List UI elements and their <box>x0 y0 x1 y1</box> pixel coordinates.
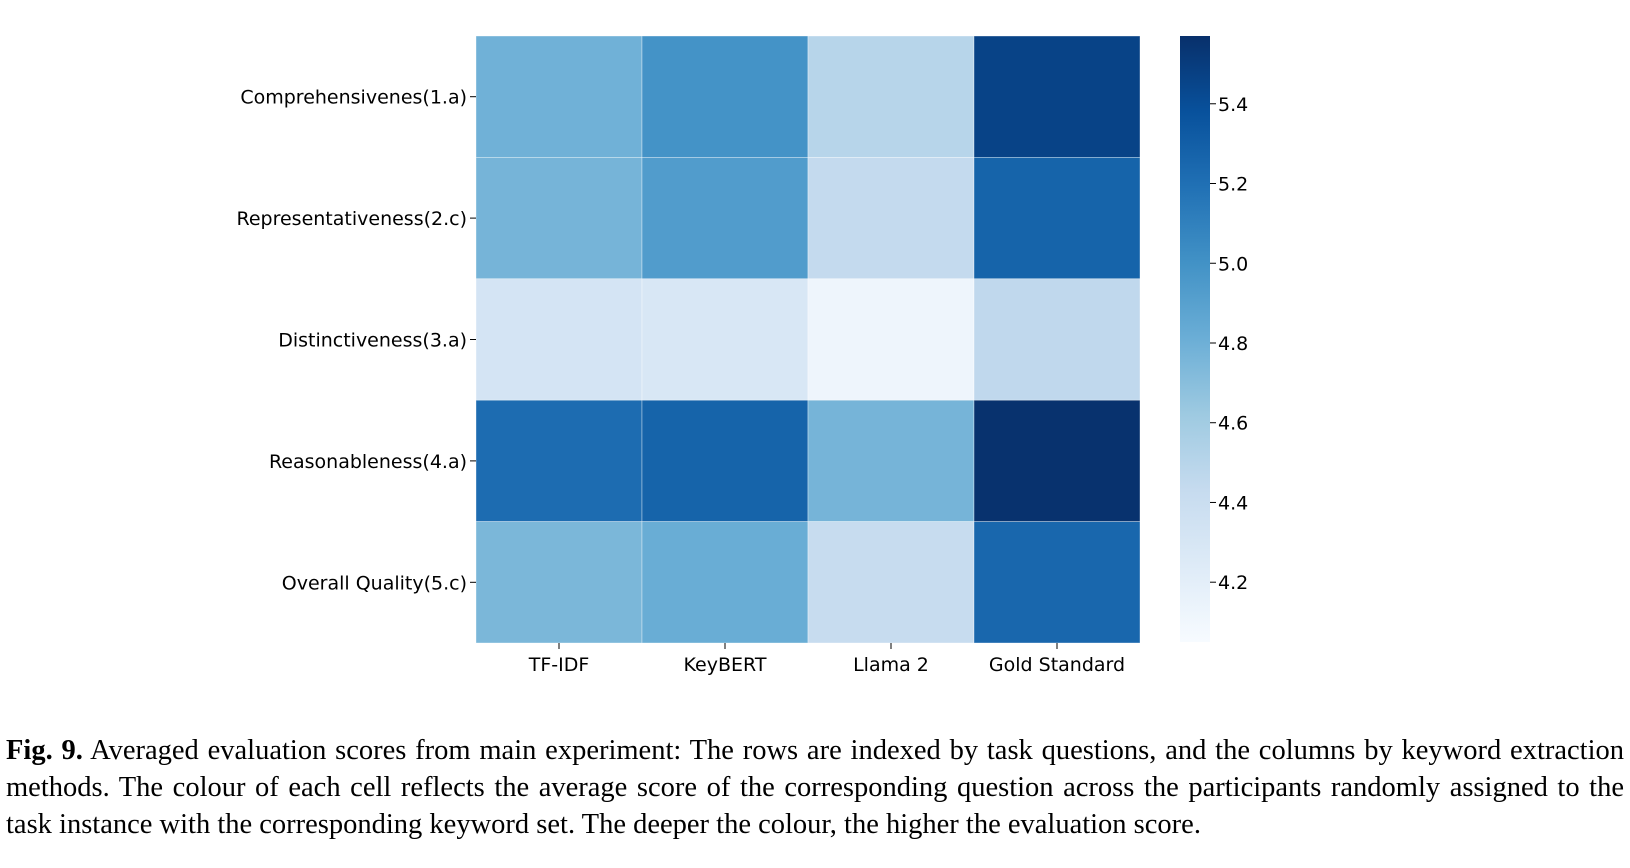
heatmap-cell <box>973 35 1141 158</box>
heatmap-cell <box>475 521 643 644</box>
heatmap-cell <box>807 35 975 158</box>
colorbar: 4.2 4.4 4.6 4.8 5.0 5.2 5.4 <box>1180 36 1248 642</box>
heatmap-cell <box>475 399 643 522</box>
column-label: Llama 2 <box>853 654 929 676</box>
column-label: KeyBERT <box>684 654 767 676</box>
heatmap-cell <box>973 399 1141 522</box>
row-label: Distinctiveness(3.a) <box>278 330 467 352</box>
colorbar-ticks: 4.2 4.4 4.6 4.8 5.0 5.2 5.4 <box>1210 94 1248 594</box>
heatmap-cell <box>475 278 643 401</box>
colorbar-tick-label: 4.8 <box>1218 333 1248 355</box>
row-label: Representativeness(2.c) <box>237 208 468 230</box>
heatmap-cell <box>641 521 809 644</box>
row-label: Overall Quality(5.c) <box>282 572 467 594</box>
heatmap-cells <box>475 35 1141 644</box>
heatmap-cell <box>807 521 975 644</box>
colorbar-tick-label: 4.4 <box>1218 492 1248 514</box>
heatmap-cell <box>641 157 809 280</box>
colorbar-tick-label: 4.6 <box>1218 413 1248 435</box>
heatmap-cell <box>973 521 1141 644</box>
row-label: Reasonableness(4.a) <box>269 451 467 473</box>
heatmap-cell <box>973 157 1141 280</box>
figure-caption: Fig. 9. Averaged evaluation scores from … <box>6 732 1624 843</box>
heatmap-cell <box>807 399 975 522</box>
heatmap-cell <box>641 35 809 158</box>
row-label: Comprehensivenes(1.a) <box>240 87 467 109</box>
caption-text: Averaged evaluation scores from main exp… <box>6 735 1624 840</box>
colorbar-gradient <box>1180 36 1210 642</box>
column-labels: TF-IDF KeyBERT Llama 2 Gold Standard <box>528 643 1125 676</box>
colorbar-tick-label: 5.2 <box>1218 174 1248 196</box>
column-label: Gold Standard <box>989 654 1125 676</box>
heatmap-cell <box>641 278 809 401</box>
colorbar-tick-label: 5.4 <box>1218 94 1248 116</box>
colorbar-tick-label: 4.2 <box>1218 572 1248 594</box>
heatmap-cell <box>475 35 643 158</box>
colorbar-tick-label: 5.0 <box>1218 253 1248 275</box>
heatmap-cell <box>475 157 643 280</box>
column-label: TF-IDF <box>528 654 590 676</box>
caption-label: Fig. 9. <box>6 735 83 766</box>
row-labels: Comprehensivenes(1.a) Representativeness(… <box>237 87 476 594</box>
heatmap-cell <box>807 278 975 401</box>
heatmap-cell <box>973 278 1141 401</box>
heatmap-cell <box>807 157 975 280</box>
heatmap-cell <box>641 399 809 522</box>
heatmap-figure: Comprehensivenes(1.a) Representativeness(… <box>237 35 1248 676</box>
